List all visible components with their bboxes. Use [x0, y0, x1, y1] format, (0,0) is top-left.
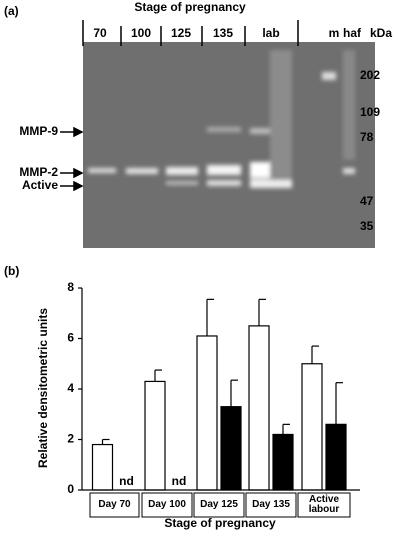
category-box	[297, 492, 351, 518]
band-label: Active	[22, 178, 58, 192]
gel-bands	[88, 50, 355, 188]
value-label: nd	[119, 474, 134, 488]
bar	[196, 335, 218, 491]
panel-label: (b)	[4, 264, 19, 278]
band-label: MMP-9	[19, 124, 58, 138]
category-box	[141, 492, 193, 518]
unit-label: kDa	[370, 26, 392, 40]
lane-label: m	[329, 26, 340, 40]
panel-label: (a)	[4, 4, 19, 18]
value-label: nd	[172, 474, 187, 488]
category-box	[193, 492, 245, 518]
lane-label: 70	[93, 26, 107, 40]
marker-label: 109	[360, 105, 380, 119]
bar	[272, 433, 294, 491]
y-axis-title: Relative densitometric units	[36, 308, 50, 468]
x-tick-label: Day 100	[148, 499, 186, 510]
y-tick-label: 6	[67, 331, 74, 345]
y-tick-label: 4	[67, 381, 74, 395]
x-tick-label: Day 125	[200, 499, 238, 510]
lane-label: 135	[213, 26, 233, 40]
y-tick-label: 2	[67, 432, 74, 446]
category-label-box: Day 70	[98, 499, 131, 510]
bar	[325, 423, 347, 491]
bar	[301, 363, 323, 491]
y-tick-label: 0	[67, 482, 74, 496]
lane-separators	[82, 20, 299, 46]
x-tick-label: Day 70	[98, 499, 131, 510]
lane-label: 100	[131, 26, 151, 40]
category-label-box: Day 100	[148, 499, 186, 510]
bar	[144, 380, 166, 491]
marker-label: 47	[360, 194, 374, 208]
y-tick-label: 8	[67, 280, 74, 294]
band-label: MMP-2	[19, 165, 58, 179]
bar	[220, 406, 242, 491]
gel-title: Stage of pregnancy	[134, 0, 246, 14]
marker-label: 78	[360, 130, 374, 144]
category-label-box: Day 135	[252, 499, 290, 510]
category-label-box: Day 125	[200, 499, 238, 510]
category-box	[89, 492, 140, 518]
band-arrows	[60, 126, 84, 192]
x-tick-label: Active labour	[308, 494, 340, 515]
bar	[248, 325, 270, 491]
x-axis-title: Stage of pregnancy	[164, 516, 276, 530]
marker-label: 35	[360, 219, 374, 233]
bar	[91, 443, 114, 491]
category-box	[245, 492, 297, 518]
lane-label: 125	[171, 26, 191, 40]
x-tick-label: Day 135	[252, 499, 290, 510]
lane-label: lab	[262, 26, 279, 40]
lane-label: haf	[343, 26, 362, 40]
category-label-box: Active labour	[308, 494, 340, 515]
marker-label: 202	[360, 68, 380, 82]
